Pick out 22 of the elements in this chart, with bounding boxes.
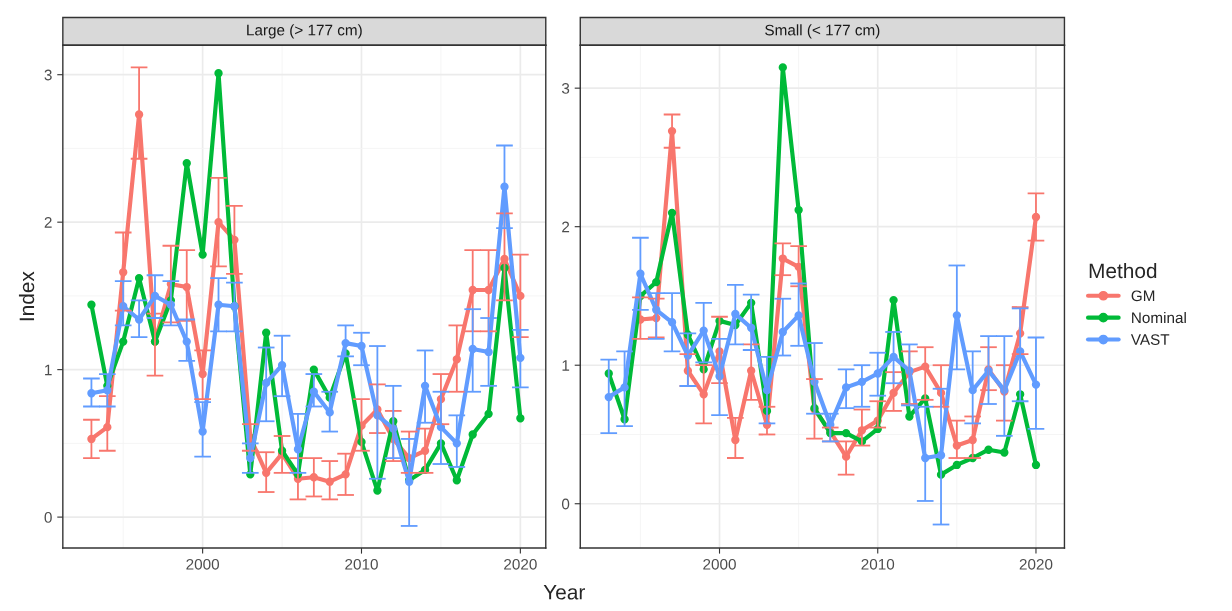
chart-title: Small (< 177 cm) xyxy=(765,24,880,39)
y-axis-title: Index xyxy=(18,271,35,321)
legend-label: GM xyxy=(1131,290,1155,302)
y-tick-label: 1 xyxy=(562,360,570,371)
x-tick-label: 2020 xyxy=(504,558,537,570)
y-tick-label: 3 xyxy=(561,83,570,94)
x-tick-label: 2020 xyxy=(1019,558,1053,570)
y-tick-label: 0 xyxy=(561,498,570,510)
y-tick-label: 1 xyxy=(45,364,52,376)
y-tick-label: 3 xyxy=(44,69,52,81)
x-tick-label: 2010 xyxy=(861,558,895,570)
y-tick-label: 0 xyxy=(44,511,52,523)
legend-title: Method xyxy=(1089,262,1157,279)
chart-title: Large (> 177 cm) xyxy=(247,24,362,39)
x-tick-label: 2000 xyxy=(703,558,736,570)
y-tick-label: 2 xyxy=(44,217,52,228)
x-tick-label: 2000 xyxy=(186,558,220,570)
y-tick-label: 2 xyxy=(562,221,570,233)
legend-label: VAST xyxy=(1130,334,1170,346)
legend-label: Nominal xyxy=(1132,311,1186,324)
x-tick-label: 2010 xyxy=(345,558,378,570)
x-axis-title: Year xyxy=(543,585,585,600)
